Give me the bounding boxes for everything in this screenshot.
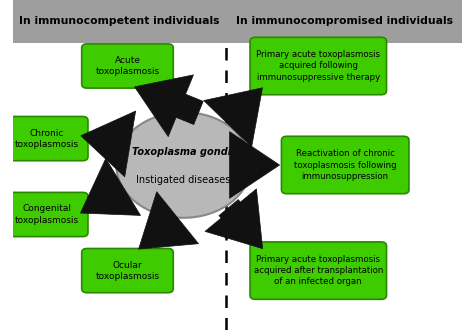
Ellipse shape <box>116 112 251 218</box>
Text: Ocular
toxoplasmosis: Ocular toxoplasmosis <box>95 261 160 280</box>
Text: Instigated diseases: Instigated diseases <box>137 175 231 185</box>
Text: Primary acute toxoplasmosis
acquired after transplantation
of an infected organ: Primary acute toxoplasmosis acquired aft… <box>254 255 383 286</box>
FancyBboxPatch shape <box>250 242 386 299</box>
Text: Toxoplasma gondii: Toxoplasma gondii <box>132 147 235 157</box>
FancyBboxPatch shape <box>13 0 226 43</box>
Text: Reactivation of chronic
toxoplasmosis following
immunosuppression: Reactivation of chronic toxoplasmosis fo… <box>294 149 397 181</box>
FancyBboxPatch shape <box>82 248 173 293</box>
Text: Congenital
toxoplasmosis: Congenital toxoplasmosis <box>15 205 79 224</box>
Text: In immunocompetent individuals: In immunocompetent individuals <box>19 16 220 26</box>
Text: Acute
toxoplasmosis: Acute toxoplasmosis <box>95 56 160 76</box>
Text: In immunocompromised individuals: In immunocompromised individuals <box>236 16 453 26</box>
Text: Primary acute toxoplasmosis
acquired following
immunosuppressive therapy: Primary acute toxoplasmosis acquired fol… <box>256 50 380 82</box>
Text: Chronic
toxoplasmosis: Chronic toxoplasmosis <box>15 129 79 149</box>
FancyBboxPatch shape <box>82 44 173 88</box>
FancyBboxPatch shape <box>5 116 88 161</box>
FancyBboxPatch shape <box>282 136 409 194</box>
FancyBboxPatch shape <box>226 0 462 43</box>
FancyBboxPatch shape <box>250 37 386 95</box>
FancyBboxPatch shape <box>5 192 88 237</box>
